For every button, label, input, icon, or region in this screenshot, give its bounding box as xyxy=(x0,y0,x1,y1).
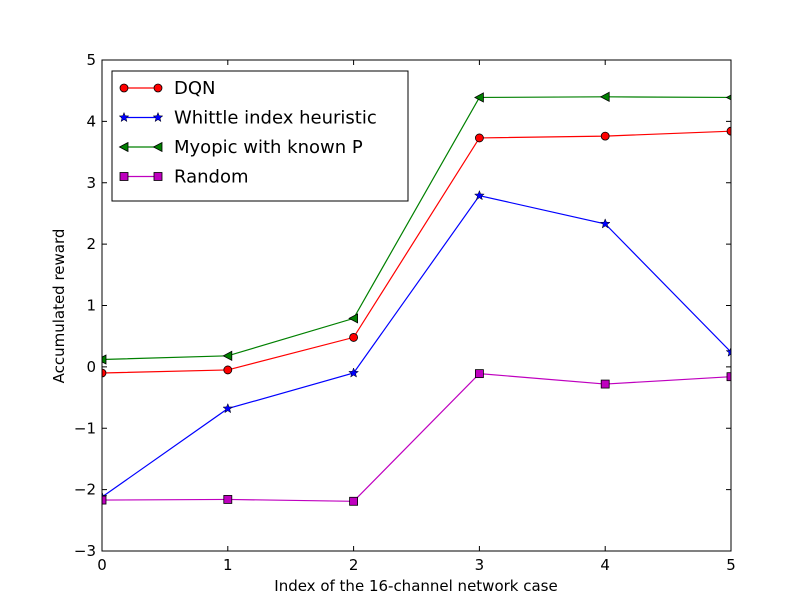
legend-marker xyxy=(118,141,129,153)
series-line xyxy=(102,194,731,498)
data-point xyxy=(599,218,611,229)
x-tick-label: 3 xyxy=(475,556,485,574)
data-point xyxy=(349,333,359,342)
series-0 xyxy=(102,126,731,378)
y-axis-label: Accumulated reward xyxy=(50,229,68,384)
legend-marker xyxy=(119,172,129,181)
y-tick-label: −2 xyxy=(74,481,96,499)
data-point xyxy=(348,313,359,324)
legend-item-1: Whittle index heuristic xyxy=(118,108,377,129)
data-point xyxy=(726,372,731,382)
data-point xyxy=(725,346,731,357)
legend-marker xyxy=(153,172,163,181)
legend-marker xyxy=(118,111,130,123)
y-tick-label: 2 xyxy=(86,235,96,253)
data-point xyxy=(223,365,233,375)
legend-label: Whittle index heuristic xyxy=(174,108,377,129)
legend-marker xyxy=(152,141,163,153)
series-line xyxy=(102,373,731,502)
data-point xyxy=(348,367,360,378)
legend-marker xyxy=(152,111,164,123)
x-tick-label: 2 xyxy=(349,556,359,574)
series-line xyxy=(102,96,731,361)
data-point xyxy=(222,402,234,414)
x-tick-label: 1 xyxy=(223,556,233,574)
y-tick-label: 1 xyxy=(86,297,96,315)
legend-marker xyxy=(119,83,129,93)
data-point xyxy=(474,133,484,143)
y-tick-label: 4 xyxy=(86,112,96,130)
legend-item-3: Random xyxy=(119,167,249,188)
series-line xyxy=(102,130,731,374)
legend-item-2: Myopic with known P xyxy=(118,137,363,158)
data-point xyxy=(599,91,610,102)
data-point xyxy=(473,189,485,201)
data-point xyxy=(102,354,107,365)
data-point xyxy=(349,496,359,506)
data-point xyxy=(102,368,107,378)
legend-label: Random xyxy=(174,167,249,188)
data-point xyxy=(600,131,610,141)
data-point xyxy=(474,92,484,103)
data-point xyxy=(726,126,731,136)
x-tick-label: 5 xyxy=(726,556,736,574)
legend-item-0: DQN xyxy=(119,78,216,99)
y-tick-label: −3 xyxy=(74,542,96,560)
plot-area: 0 1 2 3 4 5 −3 −2 −1 0 1 2 3 4 5 xyxy=(74,51,736,574)
legend-label: Myopic with known P xyxy=(174,137,363,158)
y-tick-label: −1 xyxy=(74,419,96,437)
data-point xyxy=(600,379,610,389)
data-point xyxy=(223,495,233,504)
legend: DQN Whittle index heuristic Myopic with kn… xyxy=(111,70,409,202)
x-tick-label: 0 xyxy=(97,556,107,574)
data-point xyxy=(102,495,107,505)
y-tick-label: 0 xyxy=(86,358,96,376)
legend-label: DQN xyxy=(174,78,216,99)
y-tick-label: 5 xyxy=(86,51,96,69)
x-axis-label: Index of the 16-channel network case xyxy=(274,577,557,595)
series-group xyxy=(102,91,731,506)
legend-marker xyxy=(153,83,163,93)
data-point xyxy=(222,350,233,361)
data-point xyxy=(474,369,484,379)
x-tick-label: 4 xyxy=(600,556,610,574)
series-3 xyxy=(102,369,731,506)
y-tick-label: 3 xyxy=(86,174,96,192)
